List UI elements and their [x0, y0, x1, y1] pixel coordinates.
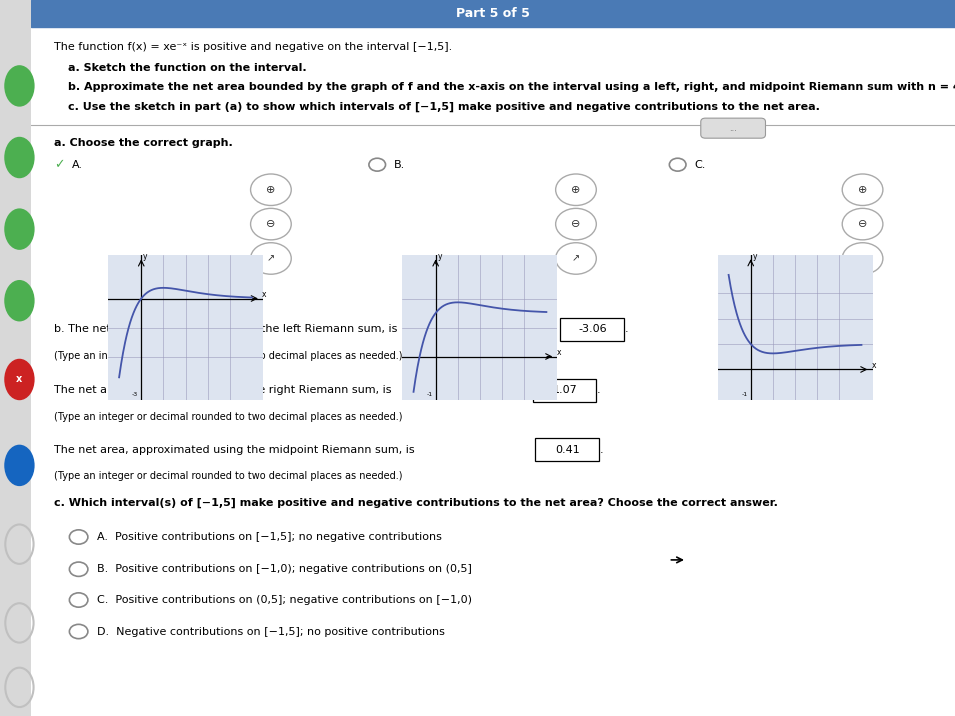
Text: C.  Positive contributions on (0,5]; negative contributions on [−1,0): C. Positive contributions on (0,5]; nega…	[97, 595, 472, 605]
Text: b. The net area, approximated using the left Riemann sum, is: b. The net area, approximated using the …	[53, 324, 397, 334]
Text: B.  Positive contributions on [−1,0); negative contributions on (0,5]: B. Positive contributions on [−1,0); neg…	[97, 564, 472, 574]
Text: -3: -3	[132, 392, 138, 397]
Text: .: .	[597, 385, 601, 395]
Ellipse shape	[6, 359, 33, 400]
Bar	[31, 0, 955, 27]
Text: x: x	[262, 290, 266, 299]
Text: ⊖: ⊖	[858, 219, 867, 229]
Text: ⊕: ⊕	[266, 185, 276, 195]
Text: B.: B.	[393, 160, 405, 170]
Text: a. Sketch the function on the interval.: a. Sketch the function on the interval.	[68, 63, 307, 73]
FancyBboxPatch shape	[561, 318, 624, 341]
Text: ↗: ↗	[572, 253, 580, 263]
Text: c. Which interval(s) of [−1,5] make positive and negative contributions to the n: c. Which interval(s) of [−1,5] make posi…	[53, 498, 777, 508]
Circle shape	[842, 174, 882, 205]
Text: x: x	[557, 348, 561, 357]
FancyBboxPatch shape	[536, 438, 599, 461]
Text: Part 5 of 5: Part 5 of 5	[456, 7, 530, 20]
Text: .: .	[625, 324, 628, 334]
Text: b. Approximate the net area bounded by the graph of f and the x-axis on the inte: b. Approximate the net area bounded by t…	[68, 82, 955, 92]
Ellipse shape	[6, 209, 33, 248]
Ellipse shape	[6, 66, 33, 105]
Text: C.: C.	[694, 160, 706, 170]
Text: A.  Positive contributions on [−1,5]; no negative contributions: A. Positive contributions on [−1,5]; no …	[97, 532, 442, 542]
Text: 1.07: 1.07	[553, 385, 577, 395]
Text: ✓: ✓	[53, 158, 64, 171]
Circle shape	[556, 208, 596, 240]
Text: y: y	[753, 252, 757, 261]
Circle shape	[250, 208, 291, 240]
Text: D.  Negative contributions on [−1,5]; no positive contributions: D. Negative contributions on [−1,5]; no …	[97, 626, 445, 637]
Text: (Type an integer or decimal rounded to two decimal places as needed.): (Type an integer or decimal rounded to t…	[53, 471, 402, 481]
Text: ⊖: ⊖	[266, 219, 276, 229]
Text: a. Choose the correct graph.: a. Choose the correct graph.	[53, 138, 232, 148]
Text: 0.41: 0.41	[555, 445, 580, 455]
Text: x: x	[16, 374, 23, 384]
Text: (Type an integer or decimal rounded to two decimal places as needed.): (Type an integer or decimal rounded to t…	[53, 412, 402, 422]
Circle shape	[250, 243, 291, 274]
Text: ↗: ↗	[266, 253, 275, 263]
Text: ⊖: ⊖	[571, 219, 581, 229]
Text: ⊕: ⊕	[571, 185, 581, 195]
Circle shape	[842, 243, 882, 274]
Text: The function f(x) = xe⁻ˣ is positive and negative on the interval [−1,5].: The function f(x) = xe⁻ˣ is positive and…	[53, 42, 452, 52]
Text: ...: ...	[730, 124, 737, 132]
Text: (Type an integer or decimal rounded to two decimal places as needed.): (Type an integer or decimal rounded to t…	[53, 351, 402, 361]
Circle shape	[556, 243, 596, 274]
Text: y: y	[437, 252, 442, 261]
Text: .: .	[600, 445, 604, 455]
Text: x: x	[871, 361, 876, 370]
Text: ⊕: ⊕	[858, 185, 867, 195]
Text: The net area, approximated using the midpoint Riemann sum, is: The net area, approximated using the mid…	[53, 445, 414, 455]
Circle shape	[556, 174, 596, 205]
Ellipse shape	[6, 137, 33, 178]
Text: -1: -1	[741, 392, 748, 397]
Text: c. Use the sketch in part (a) to show which intervals of [−1,5] make positive an: c. Use the sketch in part (a) to show wh…	[68, 102, 819, 112]
Ellipse shape	[6, 445, 33, 485]
Text: y: y	[143, 252, 147, 261]
Text: The net area, approximated using the right Riemann sum, is: The net area, approximated using the rig…	[53, 385, 392, 395]
Text: ↗: ↗	[859, 253, 866, 263]
Circle shape	[842, 208, 882, 240]
Text: -1: -1	[426, 392, 433, 397]
Text: -3.06: -3.06	[579, 324, 607, 334]
Ellipse shape	[6, 281, 33, 321]
FancyBboxPatch shape	[701, 118, 766, 138]
Circle shape	[250, 174, 291, 205]
Text: A.: A.	[73, 160, 83, 170]
FancyBboxPatch shape	[533, 379, 596, 402]
